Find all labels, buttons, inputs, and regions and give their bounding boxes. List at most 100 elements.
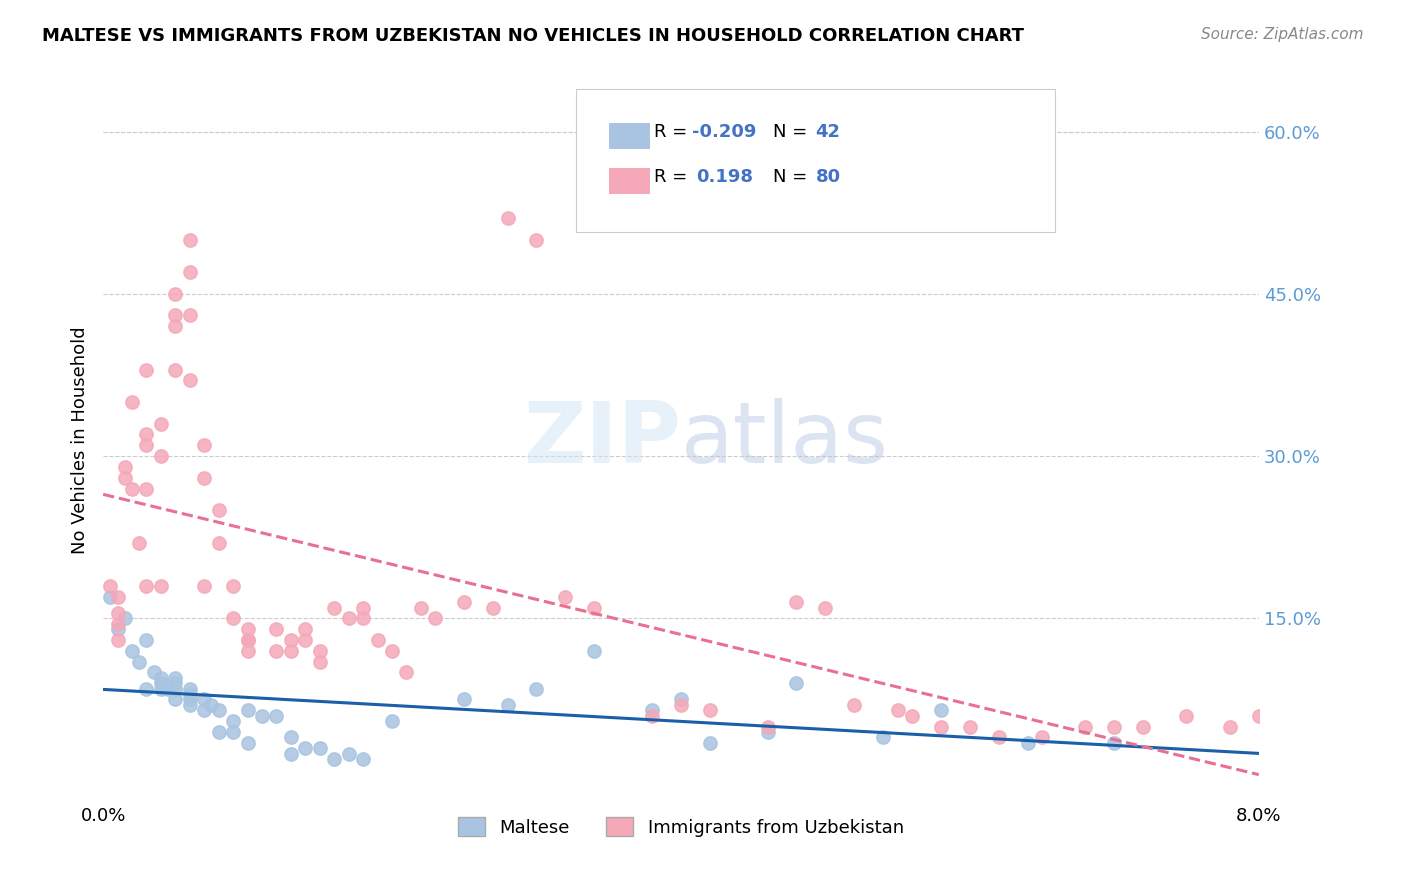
Point [222, 714, 245, 728]
Point [142, 665, 165, 680]
Point [1074, 720, 1097, 734]
Point [641, 708, 664, 723]
Point [987, 731, 1010, 745]
Point [496, 211, 519, 225]
Point [280, 747, 302, 761]
Text: N =: N = [773, 168, 813, 186]
Text: atlas: atlas [681, 399, 889, 482]
Point [308, 644, 330, 658]
Point [208, 725, 231, 739]
Point [208, 703, 231, 717]
Point [409, 600, 432, 615]
Point [453, 595, 475, 609]
Point [308, 655, 330, 669]
Point [1219, 720, 1241, 734]
Point [114, 611, 136, 625]
Point [121, 482, 143, 496]
Point [98, 579, 121, 593]
Point [280, 632, 302, 647]
Point [98, 590, 121, 604]
Point [294, 741, 316, 756]
Point [179, 692, 201, 706]
Point [929, 720, 952, 734]
Point [236, 736, 259, 750]
Point [222, 611, 245, 625]
Point [135, 427, 157, 442]
Point [814, 600, 837, 615]
Point [785, 676, 807, 690]
Point [367, 632, 389, 647]
Point [901, 708, 924, 723]
Point [135, 632, 157, 647]
Point [669, 698, 692, 712]
Point [554, 590, 576, 604]
Point [699, 736, 721, 750]
Point [1104, 736, 1126, 750]
Point [222, 579, 245, 593]
Point [323, 752, 346, 766]
Point [266, 708, 288, 723]
Point [1175, 708, 1198, 723]
Point [641, 703, 664, 717]
Point [236, 632, 259, 647]
Legend: Maltese, Immigrants from Uzbekistan: Maltese, Immigrants from Uzbekistan [451, 810, 911, 844]
Point [135, 579, 157, 593]
Point [193, 579, 215, 593]
Point [323, 600, 346, 615]
Point [294, 632, 316, 647]
Text: R =: R = [654, 123, 693, 141]
Point [482, 600, 505, 615]
Point [179, 233, 201, 247]
Point [1104, 720, 1126, 734]
Text: 80: 80 [815, 168, 841, 186]
Text: N =: N = [773, 123, 813, 141]
Point [149, 579, 172, 593]
Point [165, 692, 187, 706]
Point [526, 681, 548, 696]
Point [1247, 708, 1270, 723]
Point [179, 687, 201, 701]
Point [193, 692, 215, 706]
Point [165, 681, 187, 696]
Point [121, 395, 143, 409]
Point [193, 703, 215, 717]
Point [107, 622, 129, 636]
Point [250, 708, 273, 723]
Point [756, 725, 779, 739]
Point [149, 417, 172, 431]
Point [149, 681, 172, 696]
Point [135, 438, 157, 452]
Point [149, 671, 172, 685]
Point [294, 622, 316, 636]
Text: 42: 42 [815, 123, 841, 141]
Point [107, 632, 129, 647]
Point [266, 622, 288, 636]
Point [669, 692, 692, 706]
Point [165, 676, 187, 690]
Point [872, 731, 894, 745]
Point [179, 265, 201, 279]
Point [107, 616, 129, 631]
Point [107, 590, 129, 604]
Point [381, 714, 404, 728]
Point [526, 233, 548, 247]
Point [756, 720, 779, 734]
Point [135, 681, 157, 696]
Point [886, 703, 908, 717]
Point [352, 600, 374, 615]
Point [165, 362, 187, 376]
Point [179, 309, 201, 323]
Point [583, 644, 606, 658]
Text: MALTESE VS IMMIGRANTS FROM UZBEKISTAN NO VEHICLES IN HOUSEHOLD CORRELATION CHART: MALTESE VS IMMIGRANTS FROM UZBEKISTAN NO… [42, 27, 1024, 45]
Text: 0.198: 0.198 [696, 168, 754, 186]
Point [179, 373, 201, 387]
Point [352, 611, 374, 625]
Point [1132, 720, 1154, 734]
Point [114, 471, 136, 485]
Point [179, 698, 201, 712]
Point [208, 503, 231, 517]
Point [128, 535, 150, 549]
Point [165, 319, 187, 334]
Point [785, 595, 807, 609]
Text: R =: R = [654, 168, 693, 186]
